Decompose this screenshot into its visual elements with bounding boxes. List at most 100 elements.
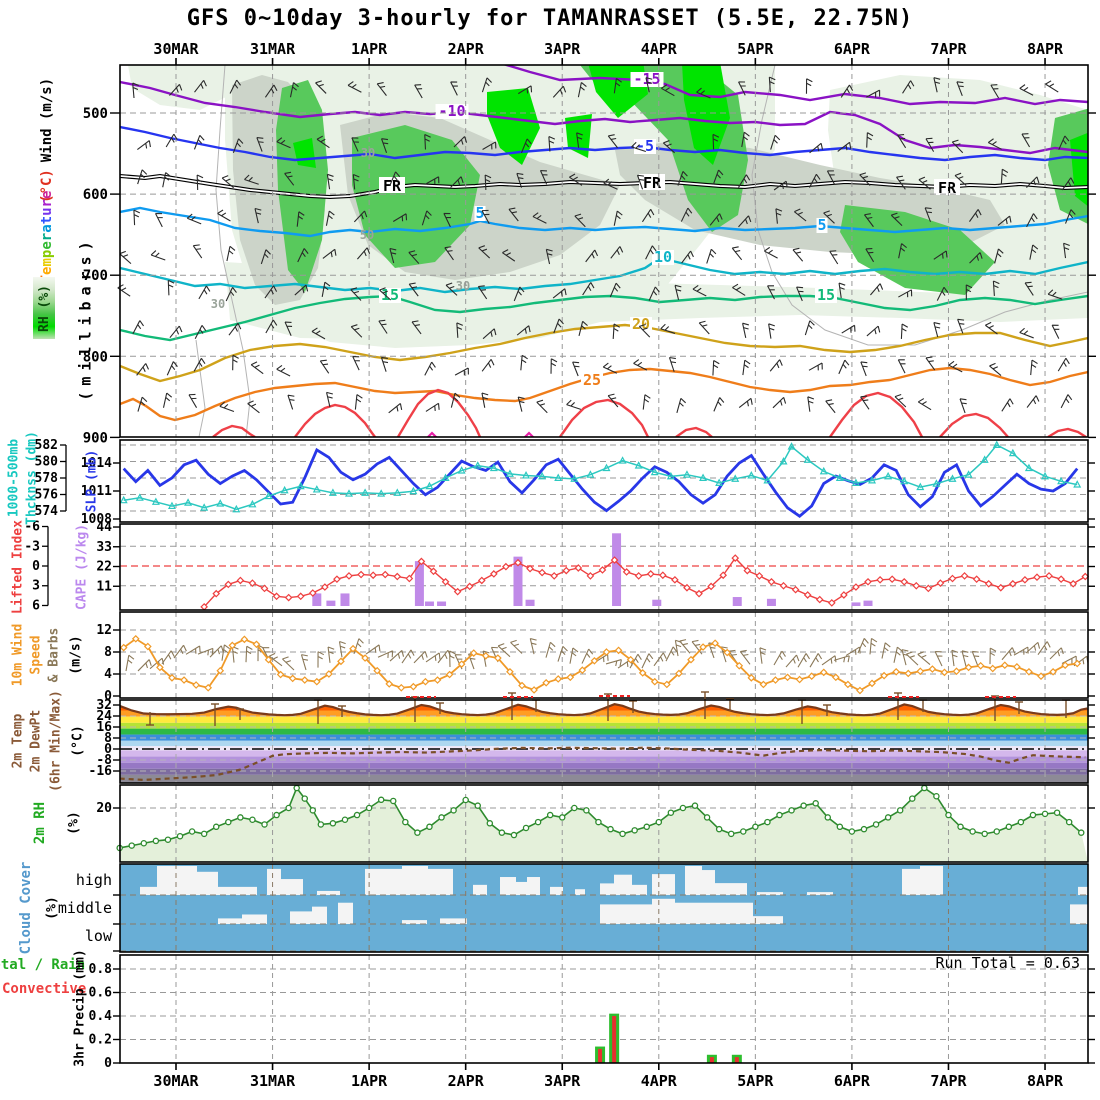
pressure-tick-label: 600 xyxy=(83,187,108,203)
precip-convective-bar xyxy=(709,1057,714,1063)
marker-diamond xyxy=(707,582,715,591)
wind-barb xyxy=(838,359,850,375)
temp2m-line xyxy=(119,703,1088,717)
marker-circle xyxy=(377,796,385,804)
marker-diamond xyxy=(393,572,402,581)
temperature-letter: e xyxy=(39,266,55,275)
marker-diamond xyxy=(1033,573,1041,582)
wind-barb xyxy=(605,659,622,667)
wind-barb xyxy=(265,319,278,334)
bottom-date-label: 30MAR xyxy=(153,1072,199,1090)
marker-diamond xyxy=(288,674,297,683)
wind-barb xyxy=(602,362,618,374)
marker-diamond xyxy=(156,663,164,672)
temp-contour-15 xyxy=(120,294,1088,342)
marker-diamond xyxy=(216,666,225,675)
marker-diamond xyxy=(445,670,454,679)
marker-circle xyxy=(909,795,916,802)
marker-circle xyxy=(546,811,554,819)
wind-barb xyxy=(209,645,224,658)
temp-contour-30 xyxy=(829,391,924,437)
marker-diamond xyxy=(312,677,321,686)
wind-barb xyxy=(660,323,676,334)
slp-tick-label: 1011 xyxy=(81,484,112,499)
cape-bar xyxy=(851,602,861,606)
bottom-date-label: 1APR xyxy=(351,1072,388,1090)
marker-circle xyxy=(957,823,964,831)
marker-diamond xyxy=(477,576,486,585)
marker-triangle xyxy=(151,497,160,505)
marker-triangle xyxy=(312,485,321,493)
wind-barb xyxy=(1000,168,1009,185)
wind-barb xyxy=(767,285,775,300)
wind-barb xyxy=(796,286,804,302)
wind-barb xyxy=(769,359,783,372)
marker-diamond xyxy=(457,660,466,668)
top-date-label: 3APR xyxy=(544,40,581,58)
marker-diamond xyxy=(469,649,478,657)
wind-barb xyxy=(389,171,401,186)
precip-convective-label: Convective xyxy=(2,981,87,997)
marker-triangle xyxy=(900,476,909,485)
marker-circle xyxy=(261,821,268,828)
marker-diamond xyxy=(807,672,816,681)
cloud-bar-middle xyxy=(290,911,312,924)
wind-barb xyxy=(971,650,980,667)
wind-barb xyxy=(1024,281,1034,296)
wind-barb xyxy=(389,247,397,264)
slp-tick-label: 1008 xyxy=(81,512,112,527)
marker-diamond xyxy=(952,667,961,676)
wind-barb xyxy=(572,361,580,377)
wind-barb xyxy=(508,207,519,222)
marker-circle xyxy=(945,811,952,819)
marker-diamond xyxy=(284,593,293,602)
wind-barb xyxy=(681,250,694,264)
wind-barb xyxy=(1030,359,1038,376)
wind-barb xyxy=(917,398,932,411)
wind-barb xyxy=(133,209,141,226)
wind-barb xyxy=(965,284,973,300)
wind-barb xyxy=(997,215,1012,226)
marker-diamond xyxy=(815,595,824,604)
marker-circle xyxy=(655,818,663,826)
marker-circle xyxy=(273,811,280,819)
wind-barb xyxy=(712,133,720,150)
marker-diamond xyxy=(489,570,498,578)
wind-barb xyxy=(322,248,337,259)
marker-triangle xyxy=(851,478,860,486)
marker-triangle xyxy=(964,470,973,478)
wind-barb xyxy=(1058,135,1070,150)
cloud-bar-middle xyxy=(242,914,267,924)
marker-diamond xyxy=(1000,661,1009,670)
wind-barb xyxy=(477,285,488,300)
temperature-letter: r xyxy=(39,199,55,208)
wind-tick-label: 8 xyxy=(104,645,112,660)
marker-triangle xyxy=(216,499,225,507)
wind-barb xyxy=(712,360,720,376)
marker-diamond xyxy=(791,585,800,594)
wind-barb xyxy=(959,398,967,414)
wind-barb xyxy=(221,644,230,661)
wind-barb xyxy=(890,212,903,227)
wind-barb xyxy=(896,175,906,190)
marker-circle xyxy=(237,814,244,821)
bottom-date-label: 8APR xyxy=(1027,1072,1064,1090)
wind-barb xyxy=(692,284,707,297)
wind-barb xyxy=(132,320,145,335)
wind-barb xyxy=(1061,177,1075,191)
cape-tick-label: 33 xyxy=(96,540,112,555)
marker-circle xyxy=(365,804,373,812)
wind-barb xyxy=(990,84,1000,99)
marker-circle xyxy=(462,796,469,804)
wind-barb xyxy=(351,137,359,152)
marker-triangle xyxy=(763,476,772,484)
wind-barb xyxy=(194,79,207,93)
wind-barb xyxy=(576,132,583,148)
li-tick-label: 0 xyxy=(32,559,40,574)
wind-barb xyxy=(454,367,469,376)
marker-diamond xyxy=(711,639,719,648)
precip-convective-bar xyxy=(612,1016,617,1063)
wind-barb xyxy=(569,647,579,664)
marker-diamond xyxy=(771,676,780,684)
wind-barb xyxy=(569,173,583,186)
